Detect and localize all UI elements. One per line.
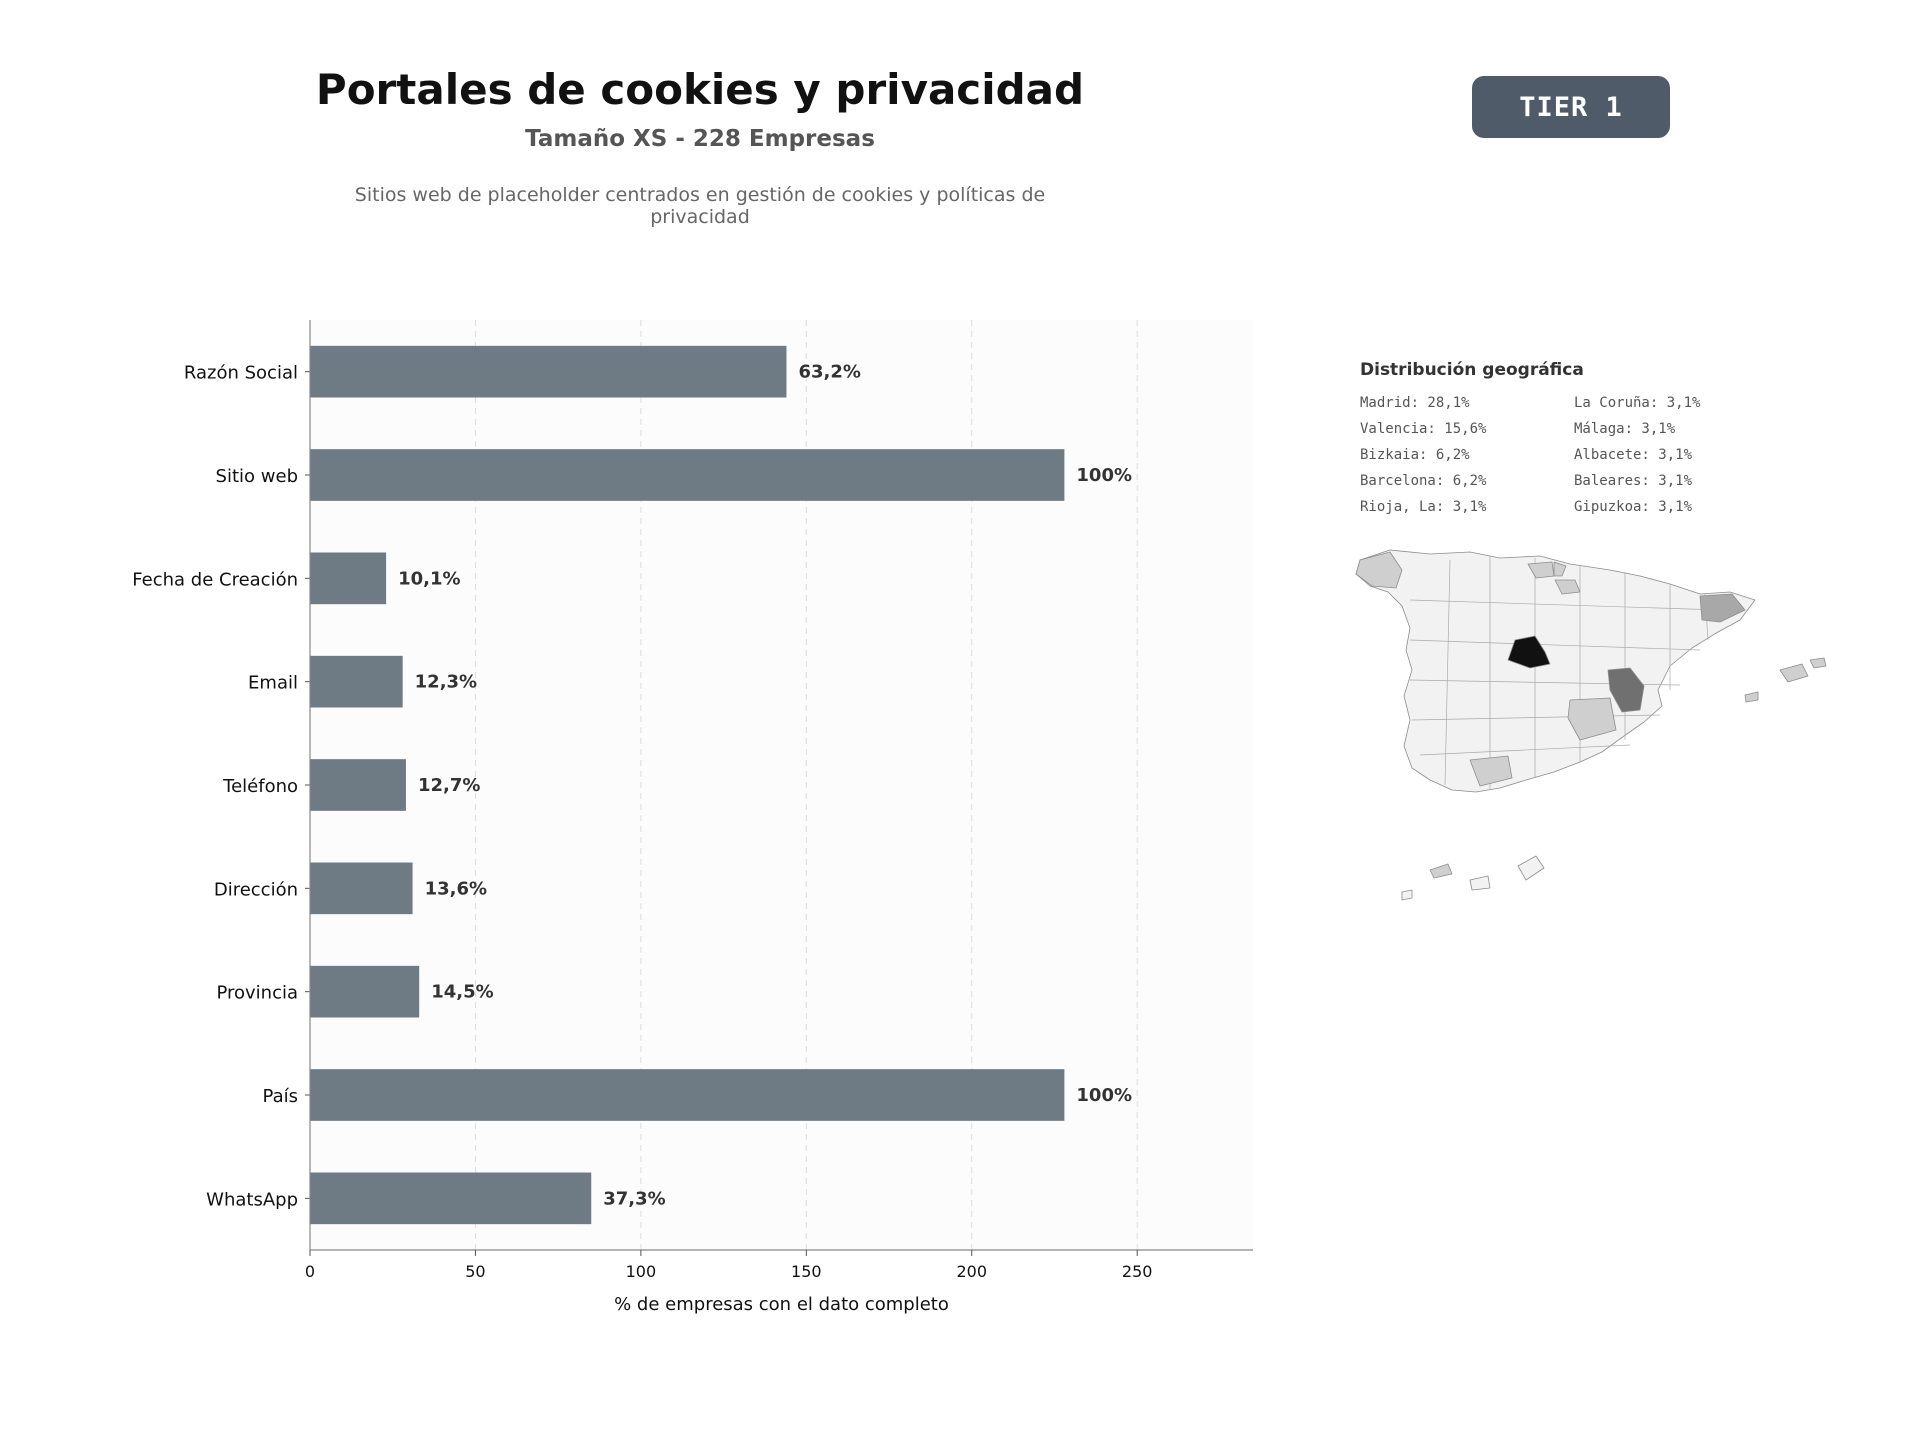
province-valencia [1607,667,1645,713]
province-border [1419,744,1631,756]
geo-item: Barcelona: 6,2% [1360,473,1487,489]
bar [310,552,387,605]
tier-badge: TIER 1 [1472,76,1670,138]
x-tick-label: 200 [956,1262,987,1281]
geo-item: Madrid: 28,1% [1360,395,1470,411]
geo-title: Distribución geográfica [1360,360,1584,380]
category-label: Provincia [216,983,298,1004]
province-la-coruna [1355,551,1403,589]
bar [310,345,787,398]
category-label: Razón Social [184,363,298,384]
category-label: Sitio web [216,466,298,487]
category-label: Teléfono [222,776,298,797]
province-rioja [1554,579,1581,595]
category-label: Email [248,673,298,694]
data-label: 12,3% [415,672,477,693]
x-tick-label: 250 [1122,1262,1153,1281]
category-label: Dirección [214,879,298,900]
geo-list: Madrid: 28,1% La Coruña: 3,1% Valencia: 15… [1360,394,1860,516]
category-label: WhatsApp [206,1189,298,1210]
x-axis-label: % de empresas con el dato completo [614,1294,949,1315]
geo-item: Gipuzkoa: 3,1% [1574,499,1693,515]
province-border [1409,599,1721,611]
province-barcelona [1699,593,1746,623]
bar [310,862,413,915]
x-tick-label: 100 [626,1262,657,1281]
geo-item: Albacete: 3,1% [1574,447,1693,463]
spain-map [1355,549,1827,901]
bar [310,1172,592,1225]
page-subtitle: Tamaño XS - 228 Empresas [525,126,875,152]
x-tick-label: 0 [305,1262,315,1281]
bar [310,759,406,811]
province-madrid [1507,635,1551,669]
geo-distribution-panel: Distribución geográfica Madrid: 28,1% La … [1360,360,1860,516]
province-malaga [1469,755,1513,787]
canary-island [1517,855,1545,881]
category-label: Fecha de Creación [132,569,298,590]
data-label: 10,1% [398,568,460,589]
geo-item: Baleares: 3,1% [1574,473,1693,489]
bar [310,655,403,708]
data-label: 37,3% [603,1188,665,1209]
data-label: 14,5% [431,982,493,1003]
page-description: Sitios web de placeholder centrados en g… [354,184,1046,228]
province-border [1411,714,1661,721]
category-label: País [263,1086,298,1107]
geo-item: Valencia: 15,6% [1360,421,1487,437]
bar [310,1069,1065,1121]
x-tick-label: 150 [791,1262,822,1281]
geo-item: La Coruña: 3,1% [1574,395,1701,411]
province-albacete [1567,697,1617,741]
canary-island [1429,863,1453,879]
geo-item: Málaga: 3,1% [1574,421,1676,437]
province-border [1444,559,1451,786]
data-label: 12,7% [418,775,480,796]
bar [310,449,1065,501]
baleares-ibiza [1744,691,1759,703]
x-tick-label: 50 [465,1262,485,1281]
province-gipuzkoa [1553,561,1567,577]
bar [310,965,420,1018]
data-label: 63,2% [798,362,860,383]
data-label: 100% [1076,1085,1132,1106]
geo-item: Rioja, La: 3,1% [1360,499,1487,515]
baleares-menorca [1809,657,1827,669]
page-title: Portales de cookies y privacidad [315,65,1085,114]
header: Portales de cookies y privacidad Tamaño … [200,60,1200,228]
data-label: 100% [1076,465,1132,486]
canary-island [1469,875,1491,891]
province-border [1409,639,1701,651]
data-label: 13,6% [425,878,487,899]
geo-item: Bizkaia: 6,2% [1360,447,1470,463]
canary-island [1401,889,1413,901]
mainland-spain [1355,549,1756,793]
province-baleares [1779,663,1809,683]
